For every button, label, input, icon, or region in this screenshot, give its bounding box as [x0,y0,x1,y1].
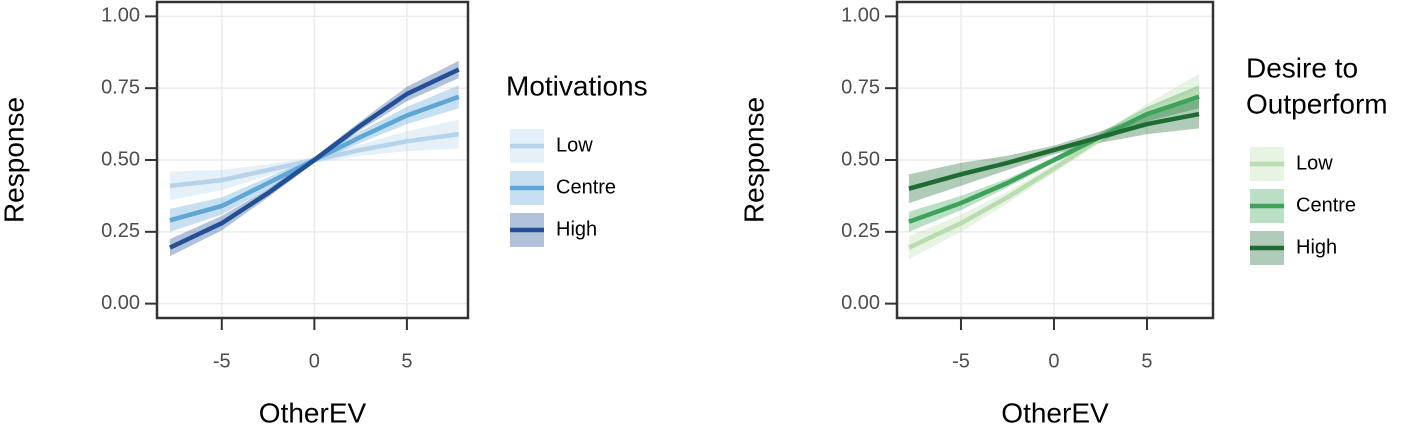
legend-label: High [556,218,597,240]
legend-label: Centre [1296,194,1356,216]
line [908,94,1200,224]
legend-title: Desire to [1246,52,1358,83]
legend-title: Outperform [1246,88,1388,119]
legend-label: Low [556,134,593,156]
plot-border [155,0,470,320]
y-tick-label: 1.00 [841,5,880,27]
x-tick-label: 0 [309,350,320,372]
y-axis-title: Response [0,97,29,223]
x-tick-label: -5 [952,350,970,372]
x-axis-title: OtherEV [259,397,367,428]
line [908,111,1200,191]
x-tick-label: 0 [1048,350,1059,372]
y-tick-label: 1.00 [101,5,140,27]
legend-label: High [1296,236,1337,258]
x-axis-title: OtherEV [1001,397,1109,428]
y-tick-label: 0.75 [101,76,140,98]
x-tick-label: 5 [401,350,412,372]
y-tick-label: 0.75 [841,76,880,98]
legend-label: Centre [556,176,616,198]
y-tick-label: 0.00 [841,292,880,314]
x-tick-label: 5 [1141,350,1152,372]
legend-label: Low [1296,152,1333,174]
y-tick-label: 0.50 [841,148,880,170]
y-tick-label: 0.25 [101,220,140,242]
x-tick-label: -5 [213,350,231,372]
y-tick-label: 0.50 [101,148,140,170]
legend-title: Motivations [506,70,648,101]
y-tick-label: 0.00 [101,292,140,314]
y-tick-label: 0.25 [841,220,880,242]
line [168,67,460,250]
y-axis-title: Response [738,97,769,223]
plot-border [895,0,1215,320]
